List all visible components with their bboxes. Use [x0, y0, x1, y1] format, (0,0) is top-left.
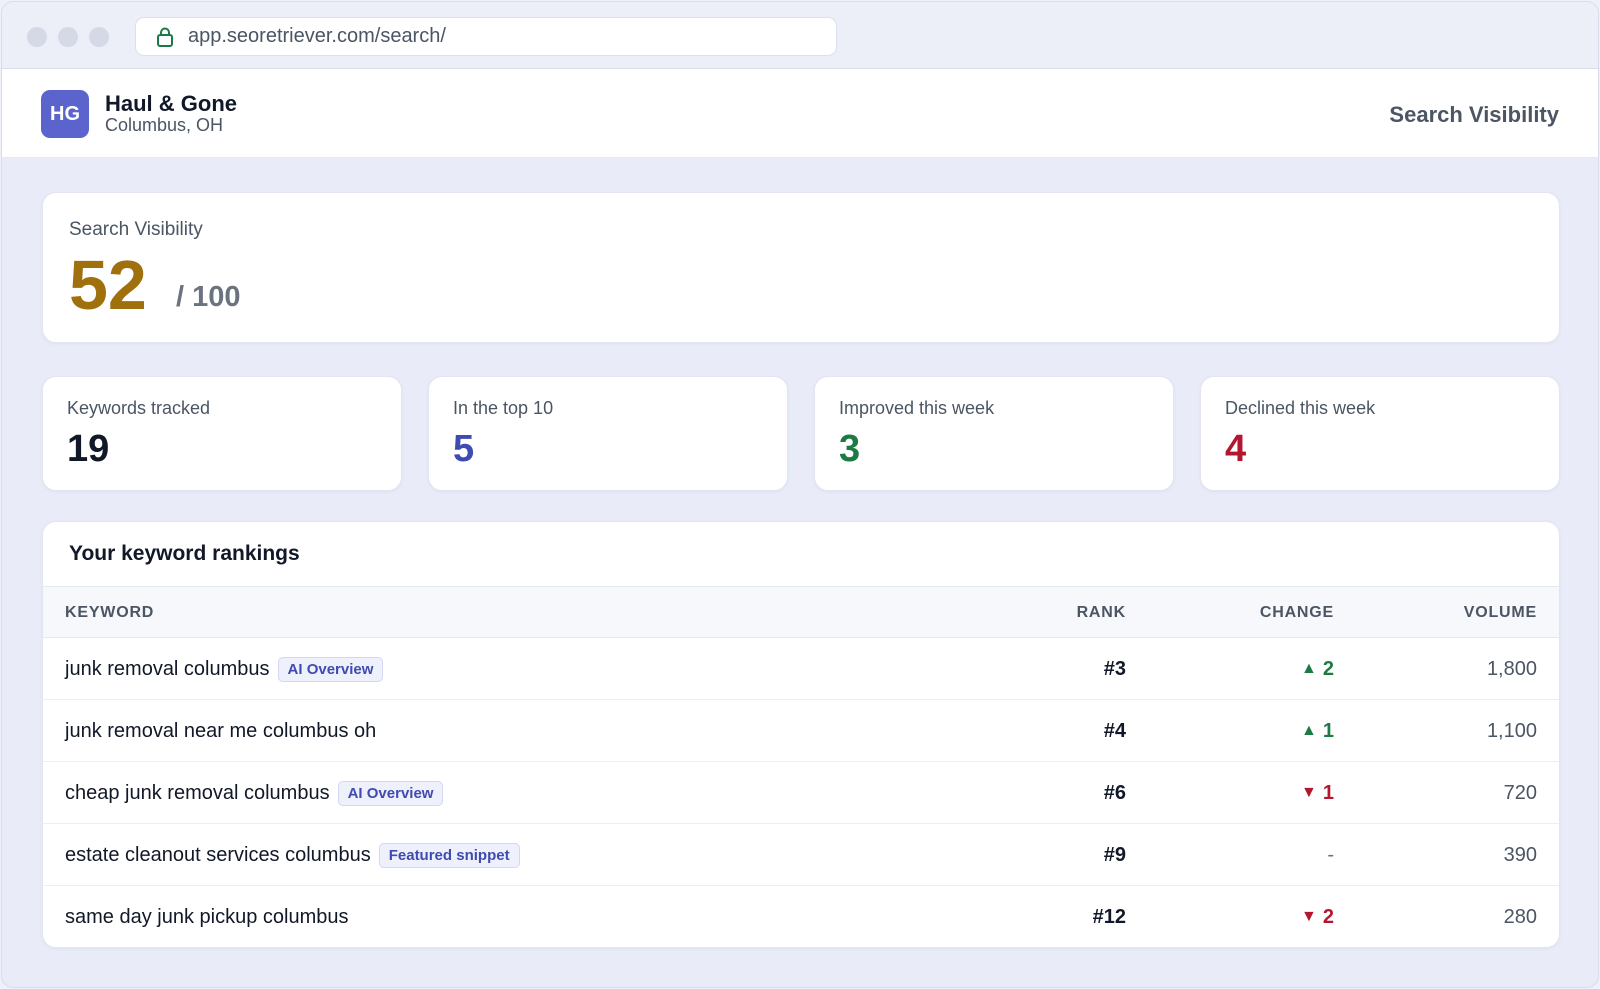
- change-arrow-icon: ▲: [1301, 722, 1317, 739]
- window-maximize-dot[interactable]: [89, 27, 109, 47]
- volume-value: 1,100: [1486, 719, 1537, 742]
- keyword-text: cheap junk removal columbus: [65, 781, 330, 804]
- table-row[interactable]: junk removal near me columbus oh #4 ▲ 1 …: [43, 700, 1559, 762]
- stat-label: In the top 10: [453, 398, 554, 418]
- url-text: app.seoretriever.com/search/: [188, 25, 446, 47]
- stat-value: 5: [453, 428, 475, 470]
- page-title: Search Visibility: [1389, 102, 1559, 127]
- stat-value: 4: [1225, 428, 1247, 470]
- browser-chrome: app.seoretriever.com/search/: [2, 2, 1598, 69]
- change-amount: 2: [1322, 905, 1334, 928]
- stat-card-top-10: In the top 10 5: [428, 376, 788, 491]
- serp-feature-badge: Featured snippet: [378, 842, 520, 868]
- volume-value: 280: [1503, 905, 1537, 928]
- visibility-label: Search Visibility: [69, 219, 203, 240]
- business-location: Columbus, OH: [105, 115, 224, 135]
- change-amount: -: [1327, 843, 1334, 866]
- keyword-rankings-card: Your keyword rankings KEYWORD RANK CHANG…: [42, 521, 1560, 948]
- address-bar[interactable]: app.seoretriever.com/search/: [135, 17, 837, 56]
- rank-value: #12: [1092, 905, 1126, 928]
- business-name: Haul & Gone: [105, 91, 238, 116]
- change-arrow-icon: ▼: [1301, 908, 1317, 925]
- rank-value: #3: [1103, 657, 1126, 680]
- rank-value: #6: [1103, 781, 1126, 804]
- stat-card-keywords-tracked: Keywords tracked 19: [42, 376, 402, 491]
- visibility-max: / 100: [176, 281, 241, 313]
- serp-feature-badge: AI Overview: [277, 656, 384, 682]
- rankings-table-header: KEYWORD RANK CHANGE VOLUME: [43, 586, 1559, 638]
- stat-label: Improved this week: [839, 398, 995, 418]
- stat-card-improved: Improved this week 3: [814, 376, 1174, 491]
- visibility-score: 52: [69, 246, 147, 324]
- column-header-volume[interactable]: VOLUME: [1463, 604, 1537, 621]
- volume-value: 1,800: [1486, 657, 1537, 680]
- stat-label: Declined this week: [1225, 398, 1376, 418]
- visibility-score-card: Search Visibility 52 / 100: [42, 192, 1560, 343]
- lock-icon: [157, 27, 173, 47]
- stat-label: Keywords tracked: [67, 398, 211, 418]
- stat-value: 3: [839, 428, 861, 470]
- column-header-keyword[interactable]: KEYWORD: [65, 604, 155, 621]
- window-minimize-dot[interactable]: [58, 27, 78, 47]
- column-header-change[interactable]: CHANGE: [1259, 604, 1334, 621]
- change-amount: 1: [1322, 781, 1334, 804]
- keyword-text: junk removal near me columbus oh: [65, 719, 377, 742]
- change-amount: 2: [1322, 657, 1334, 680]
- business-avatar: HG: [41, 90, 89, 138]
- app-header: HG Haul & Gone Columbus, OH Search Visib…: [2, 69, 1598, 158]
- stat-card-declined: Declined this week 4: [1200, 376, 1560, 491]
- rank-value: #4: [1103, 719, 1126, 742]
- column-header-rank[interactable]: RANK: [1076, 604, 1126, 621]
- serp-feature-badge: AI Overview: [337, 780, 444, 806]
- table-row[interactable]: cheap junk removal columbus AI Overview …: [43, 762, 1559, 824]
- keyword-text: estate cleanout services columbus: [65, 843, 371, 866]
- table-row[interactable]: junk removal columbus AI Overview #3 ▲ 2…: [43, 638, 1559, 700]
- rank-value: #9: [1103, 843, 1126, 866]
- volume-value: 720: [1503, 781, 1537, 804]
- change-amount: 1: [1322, 719, 1334, 742]
- stat-value: 19: [67, 428, 110, 470]
- keyword-text: junk removal columbus: [65, 657, 270, 680]
- change-value: -: [1327, 824, 1334, 886]
- keyword-text: same day junk pickup columbus: [65, 905, 349, 928]
- rankings-title: Your keyword rankings: [69, 542, 300, 565]
- table-row[interactable]: estate cleanout services columbus Featur…: [43, 824, 1559, 886]
- volume-value: 390: [1503, 843, 1537, 866]
- change-arrow-icon: ▼: [1301, 784, 1317, 801]
- table-row[interactable]: same day junk pickup columbus #12 ▼ 2 28…: [43, 886, 1559, 947]
- change-arrow-icon: ▲: [1301, 660, 1317, 677]
- change-value: ▼ 1: [1301, 762, 1334, 824]
- change-value: ▼ 2: [1301, 886, 1334, 947]
- change-value: ▲ 2: [1301, 638, 1334, 700]
- change-value: ▲ 1: [1301, 700, 1334, 762]
- window-close-dot[interactable]: [27, 27, 47, 47]
